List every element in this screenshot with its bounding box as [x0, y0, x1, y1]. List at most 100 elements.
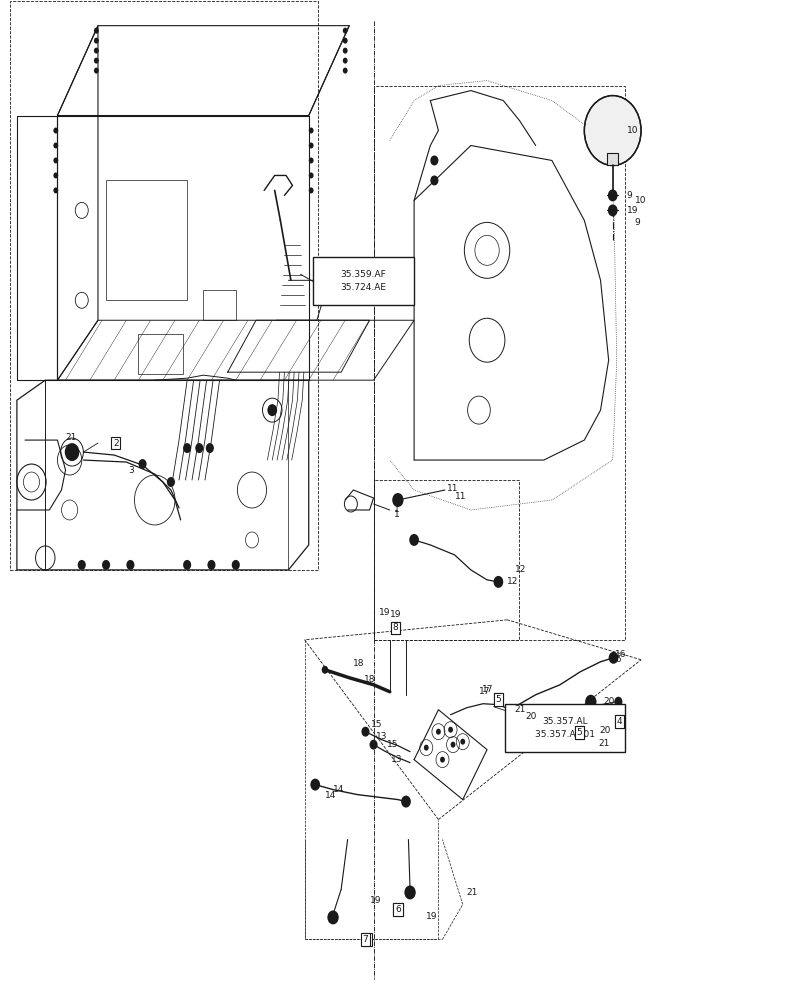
Circle shape [423, 745, 428, 751]
Text: 14: 14 [333, 785, 344, 794]
Text: 8: 8 [392, 623, 398, 632]
Text: 12: 12 [506, 577, 517, 586]
Circle shape [308, 157, 313, 163]
Circle shape [585, 695, 596, 709]
Circle shape [127, 560, 135, 570]
Circle shape [308, 128, 313, 134]
Circle shape [195, 443, 203, 453]
Text: 6: 6 [394, 905, 401, 914]
Circle shape [167, 477, 174, 487]
Circle shape [584, 96, 641, 165]
Circle shape [94, 58, 99, 64]
Text: 19: 19 [379, 608, 390, 617]
Circle shape [78, 560, 86, 570]
Bar [106, 180, 187, 300]
Text: 19: 19 [69, 450, 80, 459]
Text: 4: 4 [616, 717, 621, 726]
Text: 20: 20 [603, 697, 614, 706]
Circle shape [94, 48, 99, 54]
Text: 12: 12 [514, 565, 526, 574]
Text: 11: 11 [454, 492, 466, 501]
Circle shape [460, 739, 465, 745]
Circle shape [310, 779, 320, 791]
Circle shape [608, 652, 618, 664]
Text: 7: 7 [363, 935, 368, 944]
Circle shape [327, 910, 338, 924]
Circle shape [409, 534, 418, 546]
Circle shape [231, 560, 239, 570]
Circle shape [182, 443, 191, 453]
Circle shape [267, 404, 277, 416]
Text: 35.357.AL
35.357.AL 01: 35.357.AL 35.357.AL 01 [534, 717, 594, 739]
Text: 6: 6 [394, 905, 401, 914]
Circle shape [182, 560, 191, 570]
Circle shape [54, 128, 58, 134]
Text: 3: 3 [129, 466, 135, 475]
Circle shape [607, 204, 617, 216]
Text: 21: 21 [466, 888, 477, 897]
Circle shape [450, 742, 455, 748]
Circle shape [94, 28, 99, 34]
Text: 18: 18 [353, 659, 364, 668]
Text: 15: 15 [386, 740, 397, 749]
Circle shape [94, 68, 99, 74]
Bar [504, 704, 624, 752]
Circle shape [205, 443, 213, 453]
Circle shape [404, 885, 415, 899]
Text: 13: 13 [391, 755, 402, 764]
Circle shape [207, 560, 215, 570]
Text: 21: 21 [66, 433, 77, 442]
Circle shape [54, 142, 58, 148]
Circle shape [493, 576, 503, 588]
Circle shape [308, 172, 313, 178]
Bar [11, 1, 318, 570]
Text: 5: 5 [576, 728, 581, 737]
Circle shape [342, 38, 347, 44]
Circle shape [401, 796, 410, 808]
Bar [373, 86, 624, 640]
Circle shape [512, 708, 523, 722]
Text: 19: 19 [626, 206, 637, 215]
Circle shape [308, 187, 313, 193]
Text: 17: 17 [478, 687, 490, 696]
Text: 5: 5 [495, 695, 500, 704]
Text: 21: 21 [598, 739, 609, 748]
Circle shape [342, 58, 347, 64]
Text: 2: 2 [113, 439, 118, 448]
Text: 9: 9 [634, 218, 640, 227]
Circle shape [436, 729, 440, 735]
Circle shape [607, 189, 617, 201]
Circle shape [392, 493, 403, 507]
Circle shape [102, 560, 110, 570]
Bar [373, 480, 519, 640]
Text: 5: 5 [495, 695, 500, 704]
Circle shape [614, 723, 622, 733]
Circle shape [139, 459, 147, 469]
Text: 16: 16 [615, 650, 626, 659]
Text: 14: 14 [324, 791, 336, 800]
Bar [607, 153, 618, 165]
Text: 15: 15 [371, 720, 382, 729]
Bar [312, 257, 414, 305]
Text: 19: 19 [369, 896, 380, 905]
Circle shape [342, 68, 347, 74]
Text: 19: 19 [389, 610, 401, 619]
Text: 17: 17 [482, 685, 493, 694]
Circle shape [94, 38, 99, 44]
Text: 10: 10 [634, 196, 646, 205]
Circle shape [440, 757, 444, 763]
Circle shape [430, 175, 438, 185]
Text: 35.359.AF
35.724.AE: 35.359.AF 35.724.AE [340, 270, 386, 292]
Bar [203, 290, 235, 320]
Text: 20: 20 [599, 726, 610, 735]
Circle shape [430, 155, 438, 165]
Text: 11: 11 [446, 484, 457, 493]
Text: 8: 8 [392, 623, 398, 632]
Circle shape [342, 28, 347, 34]
Bar [139, 334, 182, 374]
Text: 21: 21 [514, 705, 526, 714]
Text: 5: 5 [576, 728, 581, 737]
Circle shape [614, 697, 622, 707]
Circle shape [342, 48, 347, 54]
Circle shape [321, 666, 328, 674]
